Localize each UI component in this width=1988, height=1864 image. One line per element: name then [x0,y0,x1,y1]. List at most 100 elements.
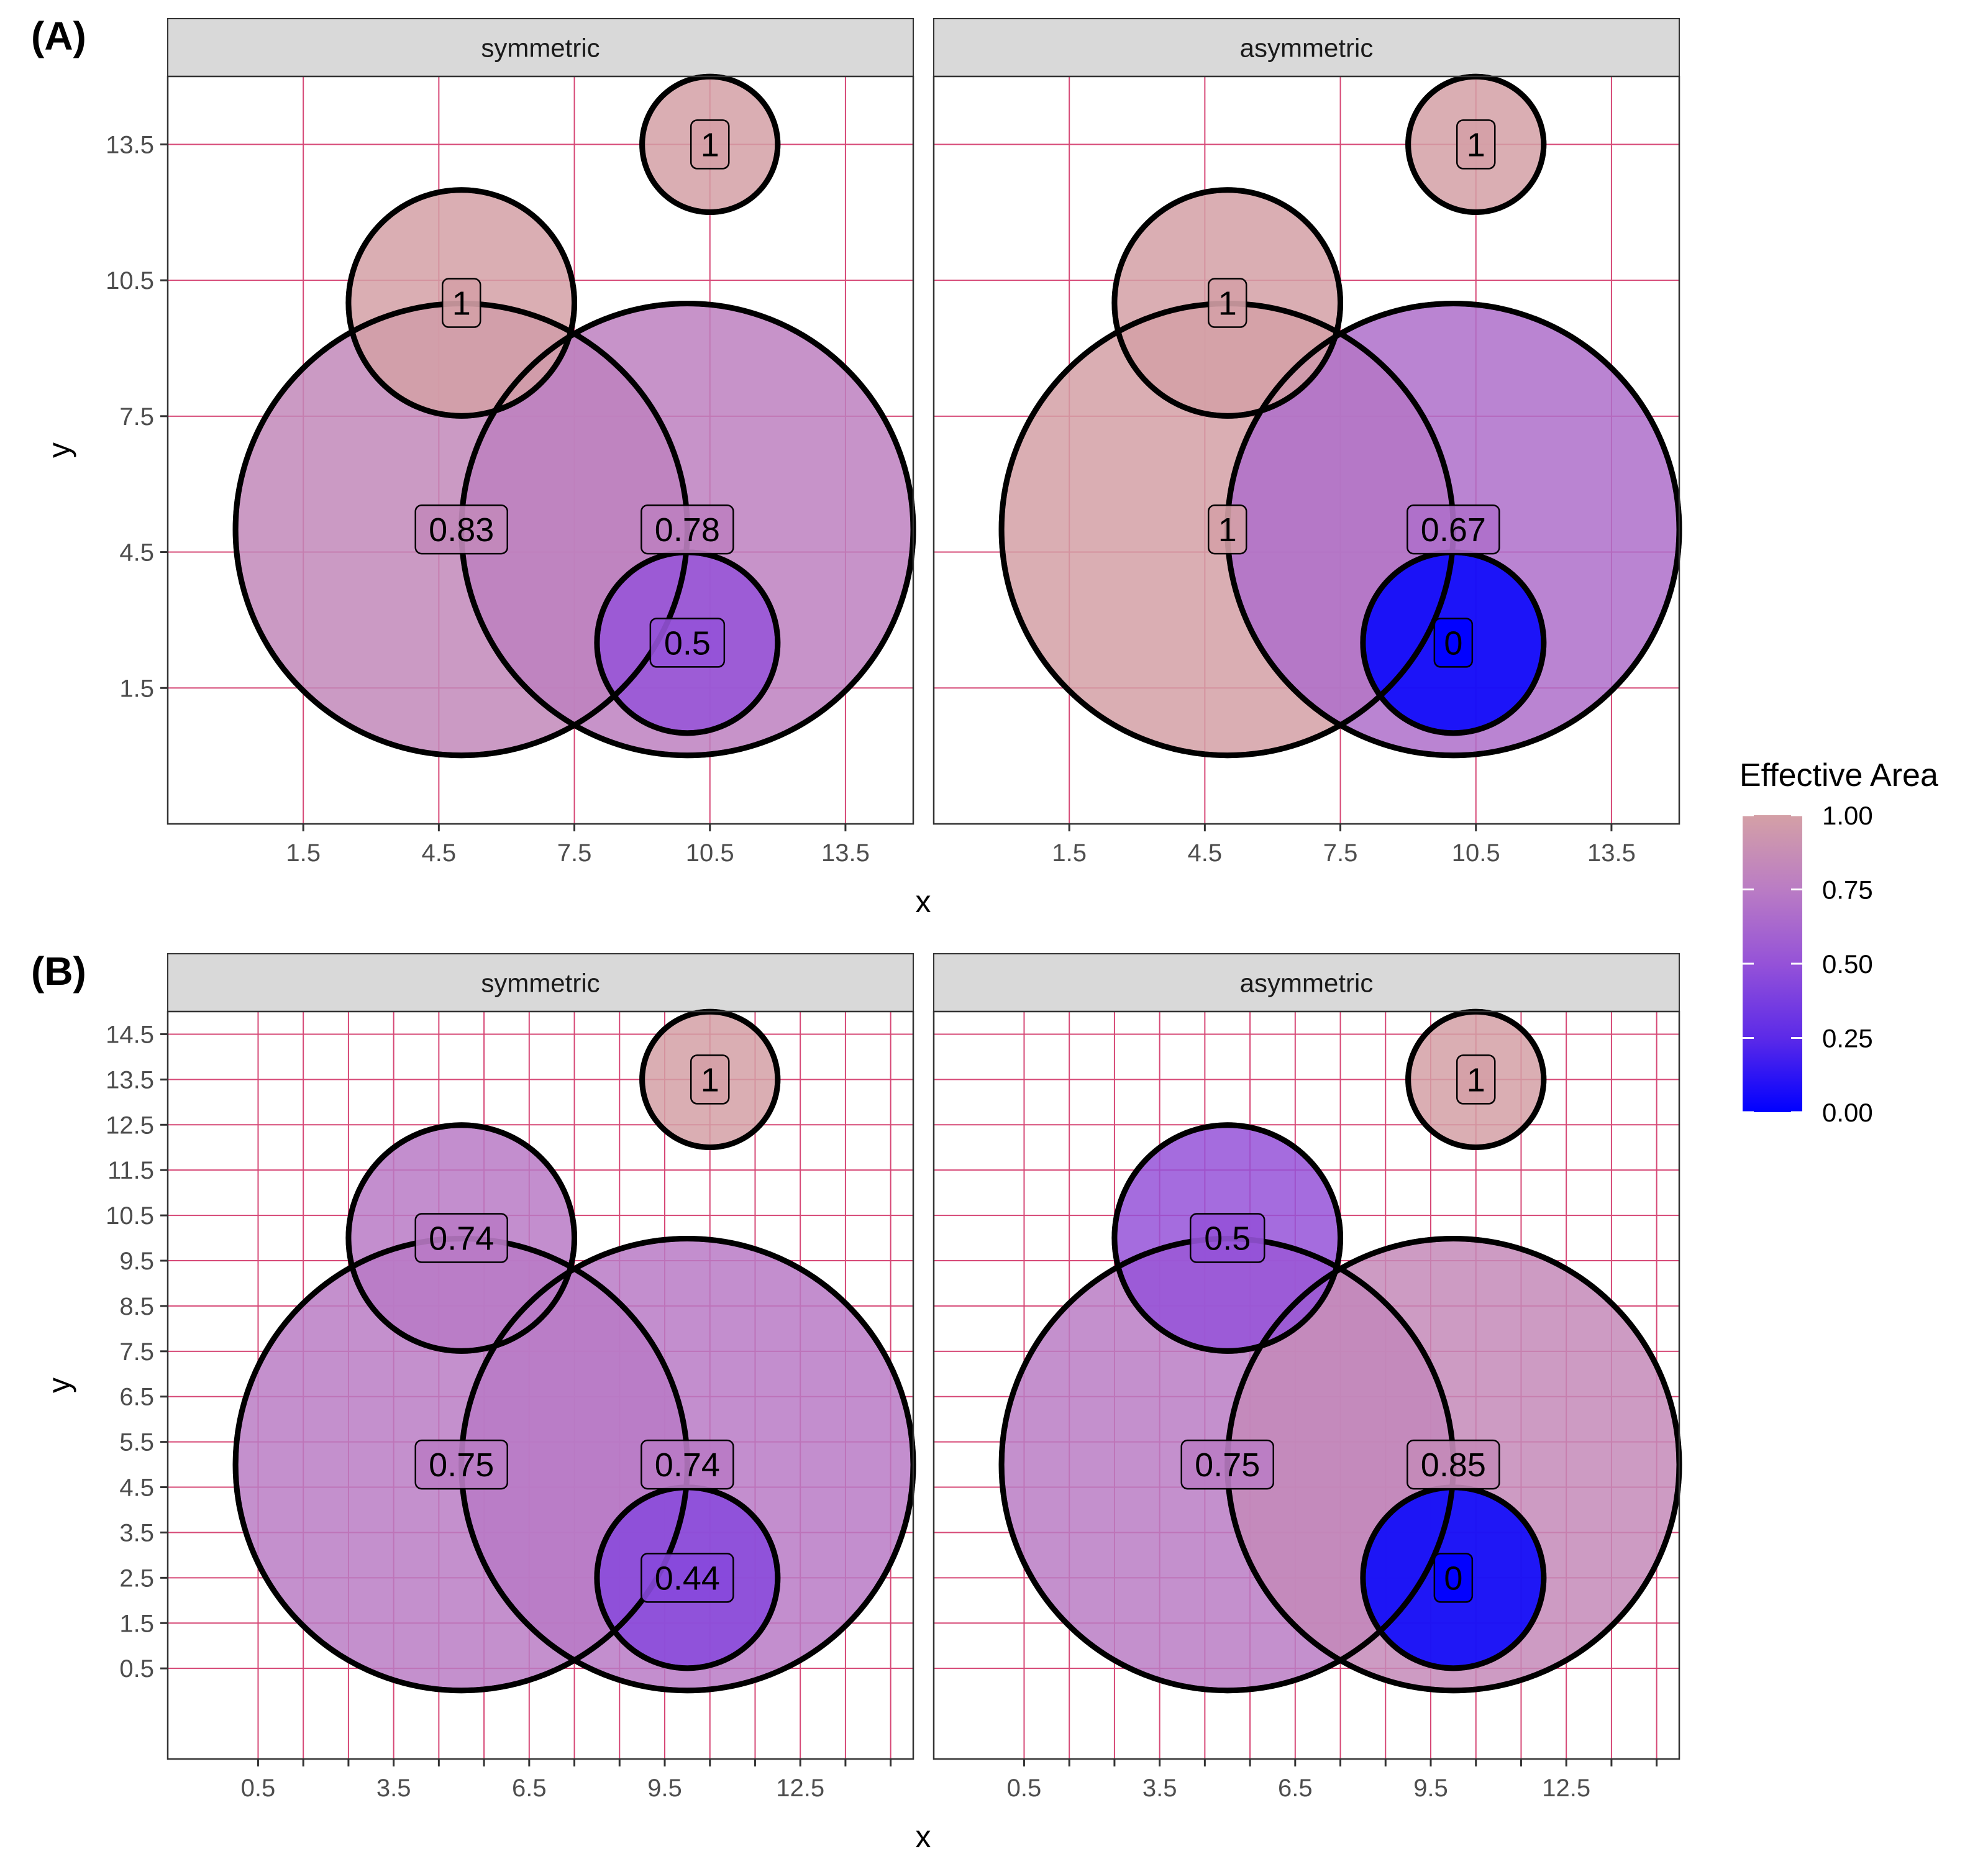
data-label-box [1189,1213,1265,1263]
facet-strip-label: symmetric [481,34,600,63]
x-tick-label: 13.5 [821,839,870,867]
circle-outline [345,187,578,419]
facet-asymmetric: asymmetric 0.75 0.85 0.5 0 1 0.5 3.5 6.5 9.5 12.5 [932,953,1682,1802]
x-tick-label: 4.5 [422,839,457,867]
data-label: 0.67 [1421,511,1486,549]
x-tick-label: 13.5 [1587,839,1636,867]
x-tick-label: 6.5 [512,1775,547,1802]
x-tick-label: 9.5 [1413,1775,1448,1802]
y-tick-label: 0.5 [119,1655,154,1683]
legend-tick-label: 0.75 [1822,875,1873,905]
data-label-box [1433,1553,1474,1603]
legend-title: Effective Area [1740,757,1938,793]
y-tick-label: 1.5 [119,675,154,702]
data-label: 1 [701,126,719,163]
panel-border [166,75,914,825]
data-label: 0 [1444,624,1462,662]
x-tick-label: 10.5 [1452,839,1500,867]
y-tick-label: 7.5 [119,403,154,431]
y-tick-label: 1.5 [119,1610,154,1637]
y-tick-label: 10.5 [106,1202,154,1230]
data-label: 0.74 [429,1220,494,1258]
legend-tick-label: 0.25 [1822,1024,1873,1053]
y-tick-label: 10.5 [106,267,154,295]
legend-tick-label: 0.00 [1822,1098,1873,1127]
panel-border [932,75,1680,825]
data-label-box [414,1439,508,1490]
x-axis-label: x [916,884,931,919]
data-label-box [690,1054,730,1105]
legend-tick-label: 1.00 [1822,801,1873,830]
y-tick-label: 7.5 [119,1338,154,1366]
y-tick-label: 9.5 [119,1248,154,1275]
data-label-box [441,278,481,328]
data-label: 1 [1218,511,1237,549]
y-tick-label: 14.5 [106,1021,154,1048]
data-label: 1 [1467,1061,1485,1099]
panel-label-a: (A) [31,14,86,58]
data-label: 0.83 [429,511,494,549]
facet-asymmetric: asymmetric 1 0.67 1 0 1 1.5 4.5 7.5 10.5 13.5 [932,18,1682,867]
data-label-box [1456,1054,1496,1105]
data-label-box [1407,504,1500,555]
data-label-box [1207,504,1247,555]
y-tick-label: 2.5 [119,1565,154,1592]
data-label-box [1207,278,1247,328]
circle-outline [1111,187,1344,419]
data-label: 1 [701,1061,719,1099]
legend-ticks: 1.00 0.75 0.50 0.25 0.00 [1743,801,1873,1127]
y-tick-label: 4.5 [119,1474,154,1502]
data-label-box [690,119,730,170]
data-label: 0.75 [429,1446,494,1484]
data-label: 1 [1467,126,1485,163]
circle-outline [345,1122,578,1354]
data-label: 0 [1444,1560,1462,1597]
data-label-box [414,504,508,555]
data-label: 0.78 [655,511,720,549]
x-tick-label: 12.5 [776,1775,824,1802]
data-label-box [641,1553,734,1603]
data-label: 0.75 [1195,1446,1260,1484]
y-tick-label: 12.5 [106,1112,154,1139]
y-axis-label: y [42,1377,76,1393]
facet-strip [933,18,1680,77]
data-label-box [641,1439,734,1490]
data-label: 0.5 [664,624,711,662]
legend-tick-label: 0.50 [1822,949,1873,979]
data-label-box [1180,1439,1274,1490]
facet-strip-label: asymmetric [1240,34,1374,63]
x-axis-label: x [916,1819,931,1854]
data-label: 0.44 [655,1560,720,1597]
x-tick-label: 12.5 [1542,1775,1590,1802]
y-tick-label: 6.5 [119,1384,154,1411]
data-label: 0.5 [1204,1220,1251,1258]
panel-border [166,1010,914,1760]
data-label: 1 [1218,285,1237,322]
x-tick-label: 9.5 [647,1775,682,1802]
y-tick-label: 8.5 [119,1293,154,1320]
facet-strip [167,953,914,1012]
y-tick-label: 13.5 [106,1066,154,1094]
facet-strip-label: asymmetric [1240,969,1374,998]
x-tick-label: 3.5 [376,1775,411,1802]
x-tick-label: 7.5 [1323,839,1358,867]
data-label: 1 [452,285,471,322]
data-label-box [1456,119,1496,170]
x-tick-label: 1.5 [1052,839,1087,867]
x-tick-label: 6.5 [1278,1775,1313,1802]
x-tick-label: 0.5 [241,1775,276,1802]
facet-strip [933,953,1680,1012]
x-tick-label: 10.5 [686,839,734,867]
data-label-box [649,618,726,668]
x-tick-label: 7.5 [557,839,592,867]
data-label: 0.85 [1421,1446,1486,1484]
panel-border [932,1010,1680,1760]
panel-label-b: (B) [31,949,86,994]
x-tick-label: 1.5 [286,839,321,867]
x-tick-label: 0.5 [1007,1775,1042,1802]
data-label-box [1433,618,1474,668]
